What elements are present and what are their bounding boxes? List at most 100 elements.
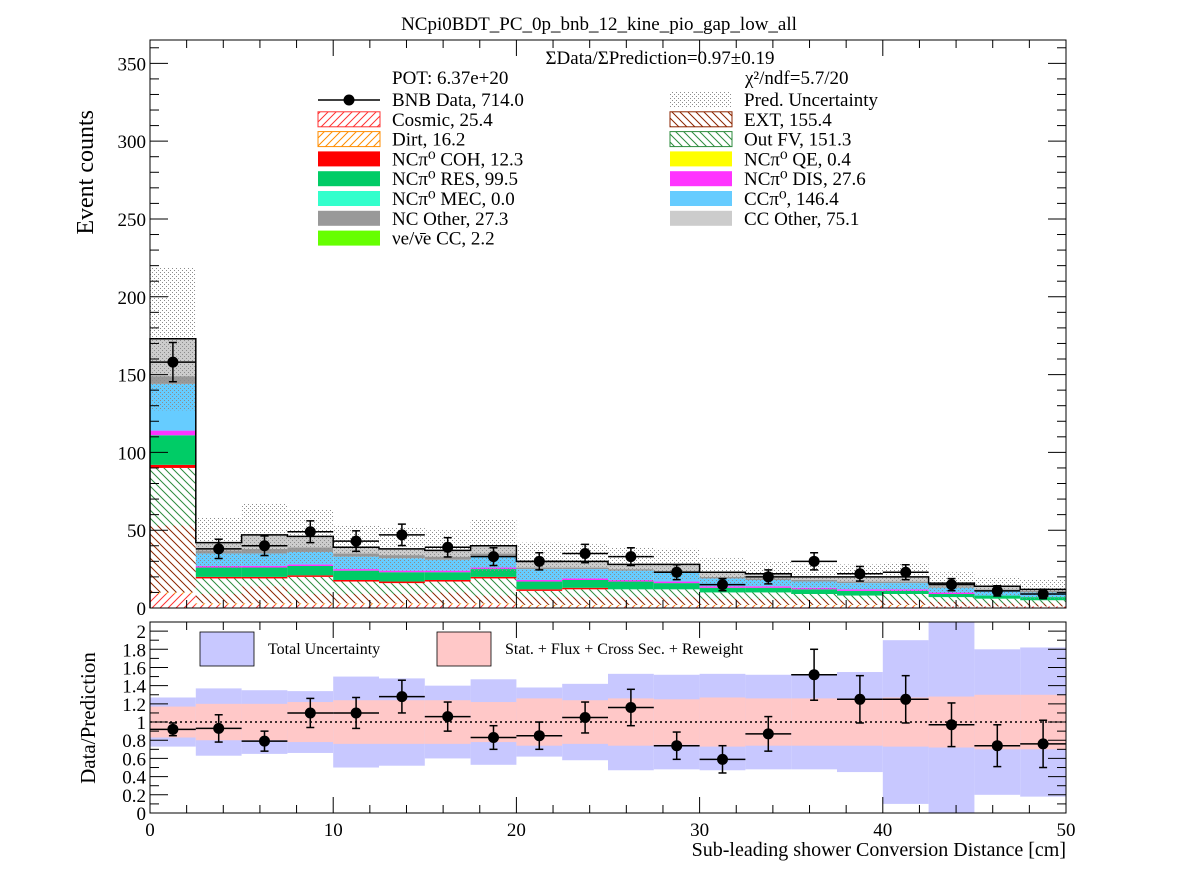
stack-bar-nc-res: [837, 590, 883, 596]
stack-bar-nc-dis: [241, 565, 288, 568]
stack-bar-nc-coh: [379, 581, 425, 584]
pot-label: POT: 6.37e+20: [392, 68, 508, 89]
stack-bar-ext: [195, 593, 242, 604]
stack-bar-nc-coh: [562, 587, 608, 590]
stack-bar-dirt: [791, 604, 837, 607]
data-point: [442, 541, 454, 553]
stack-bar-out-fv: [424, 581, 471, 593]
stack-bar-nc-dis: [333, 569, 379, 571]
stack-bar-dirt: [424, 603, 471, 605]
top-y-tick-label: 200: [118, 288, 147, 309]
bottom-y-tick-label: 1.8: [122, 640, 146, 661]
ratio-point: [717, 753, 728, 765]
top-frame: [149, 39, 1067, 609]
legend-marker: [343, 94, 355, 106]
stack-bar-cosmic: [653, 606, 700, 608]
stack-bar-nc-dis: [424, 570, 471, 573]
data-point: [350, 535, 362, 547]
ratio-point: [167, 723, 179, 735]
legend-stat-uncertainty-label: Stat. + Flux + Cross Sec. + Reweight: [505, 641, 744, 658]
stack-bar-dirt: [837, 604, 883, 607]
stack-bar-nc-res: [195, 567, 242, 577]
stack-bar-out-fv: [1020, 600, 1066, 604]
ratio-point: [304, 707, 316, 719]
stack-bar-ext: [379, 593, 425, 604]
stack-bar-nc-coh: [516, 589, 563, 591]
legend-entry-3: EXT, 155.4: [744, 110, 832, 131]
top-y-tick-label: 250: [118, 210, 147, 231]
stack-bar-cosmic: [333, 604, 379, 608]
stack-bar-ext: [837, 600, 883, 605]
stack-bar-nc-dis: [516, 579, 563, 582]
stack-bar-nc-dis: [287, 564, 334, 566]
stack-bar-ext: [424, 592, 471, 604]
stack-bar-out-fv: [195, 578, 242, 594]
stack-bar-out-fv: [928, 597, 975, 602]
stack-bar-ext: [653, 597, 700, 605]
ratio-point: [579, 712, 591, 723]
bottom-y-tick-label: 0: [137, 804, 147, 825]
legend-entry-10: NCπ⁰ MEC, 0.0: [392, 189, 515, 210]
data-point: [167, 356, 179, 368]
stack-bar-ext: [882, 600, 929, 605]
stack-bar-nc-coh: [333, 579, 379, 582]
data-point: [671, 566, 683, 578]
stack-bar-ext: [333, 593, 379, 604]
stack-bar-nc-res: [974, 595, 1021, 599]
stack-bar-out-fv: [882, 593, 929, 601]
ratio-point: [1037, 738, 1049, 750]
legend-swatch: [670, 92, 732, 107]
stack-bar-out-fv: [653, 589, 700, 598]
legend-swatch: [670, 171, 732, 187]
stack-bar-nc-res: [928, 593, 975, 598]
ratio-point: [854, 693, 866, 705]
top-y-tick-label: 350: [118, 54, 147, 75]
bottom-y-tick-label: 1.4: [122, 677, 146, 698]
legend-swatch: [318, 171, 380, 187]
top-y-axis-label: Event counts: [73, 110, 99, 235]
stack-bar-nc-res: [791, 589, 837, 594]
bottom-y-tick-label: 1.2: [122, 695, 146, 716]
bottom-y-tick-label: 0.4: [122, 768, 146, 789]
stack-bar-nc-res: [562, 579, 608, 588]
bottom-y-tick-label: 0.6: [122, 749, 146, 770]
stack-bar-cosmic: [882, 606, 929, 608]
legend-entry-1: Pred. Uncertainty: [744, 90, 879, 111]
data-point: [259, 540, 270, 552]
bottom-y-tick-label: 0.8: [122, 731, 146, 752]
stack-bar-out-fv: [974, 598, 1021, 604]
legend-entry-11: CCπ⁰, 146.4: [744, 189, 839, 210]
stack-bar-out-fv: [150, 467, 196, 526]
stack-bar-dirt: [745, 604, 792, 607]
stack-bar-nc-res: [745, 587, 792, 593]
legend-entry-2: Cosmic, 25.4: [392, 110, 493, 131]
ratio-point: [671, 740, 683, 752]
stat-uncertainty-band: [791, 698, 837, 746]
stack-bar-nc-coh: [424, 579, 471, 582]
stack-bar-cosmic: [745, 606, 792, 608]
stack-bar-ext: [241, 586, 288, 604]
data-point: [762, 571, 774, 583]
bottom-y-tick-label: 1.6: [122, 658, 146, 679]
bottom-y-axis-label: Data/Prediction: [76, 652, 100, 784]
bottom-panel: 00.20.40.60.811.21.41.61.820 10 20 30 40 50Da…: [76, 621, 1076, 841]
summary-ratio: ΣData/ΣPrediction=0.97±0.19: [545, 48, 774, 69]
x-tick-label: 10: [324, 820, 343, 841]
stack-bar-out-fv: [241, 578, 288, 587]
stack-bar-out-fv: [837, 595, 883, 601]
stack-bar-dirt: [241, 603, 288, 605]
legend-entry-9: NCπ⁰ DIS, 27.6: [744, 169, 866, 190]
stack-bar-dirt: [653, 604, 700, 607]
legend-stat-uncertainty-swatch: [436, 631, 492, 667]
stack-bar-cosmic: [287, 604, 334, 608]
stack-bar-ext: [974, 603, 1021, 607]
stack-bar-out-fv: [470, 578, 517, 596]
legend-entry-7: NCπ⁰ QE, 0.4: [744, 149, 851, 170]
stack-bar-ext: [287, 593, 334, 604]
stack-bar-out-fv: [562, 589, 608, 598]
stack-bar-dirt: [470, 603, 517, 605]
legend-entry-13: CC Other, 75.1: [744, 209, 859, 230]
stack-bar-ext: [745, 598, 792, 605]
